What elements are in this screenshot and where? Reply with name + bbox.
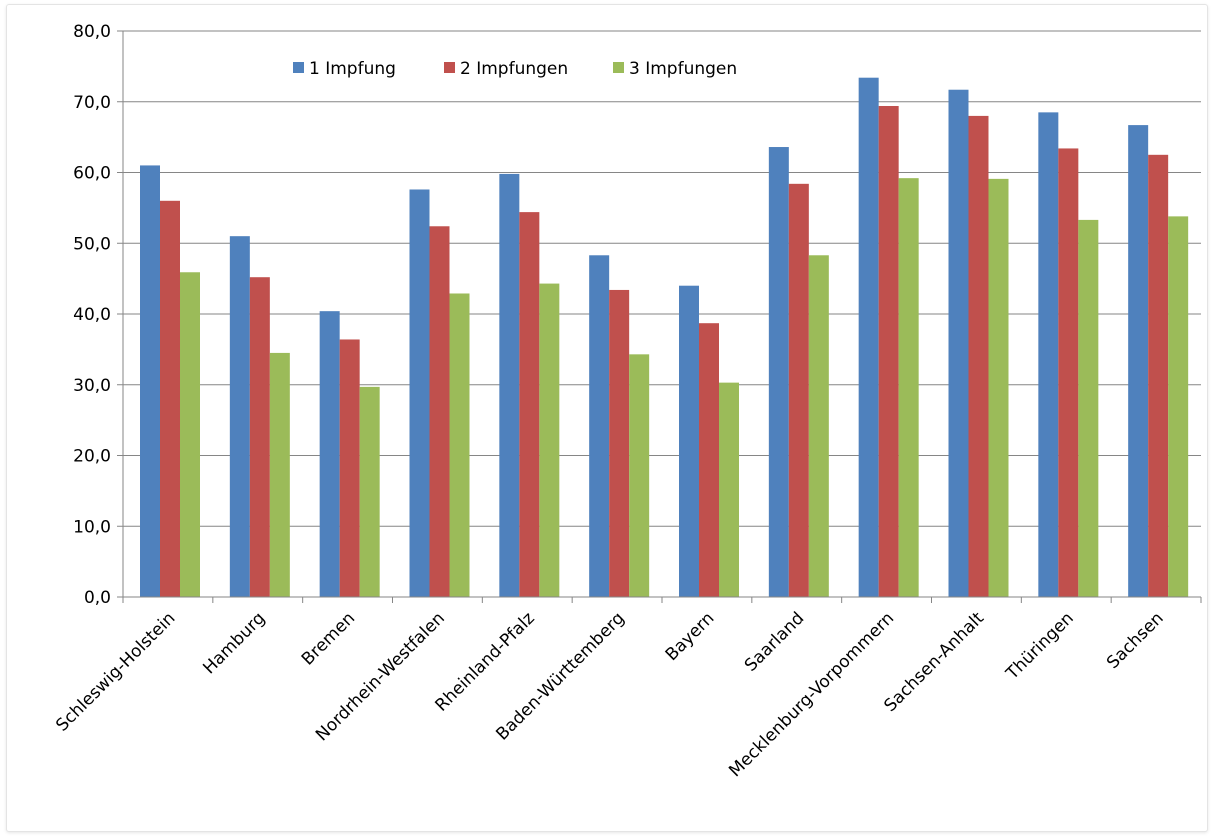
- legend: 1 Impfung 2 Impfungen 3 Impfungen: [293, 59, 737, 79]
- bar-chart: 0,0 10,0 20,0 30,0 40,0 50,0 60,0 70,0 80,0 Schl…: [52, 22, 1202, 781]
- bar-1-bayern: [679, 285, 699, 597]
- legend-label: 1 Impfung: [309, 59, 396, 79]
- bar-2-bayern: [699, 323, 719, 597]
- bar-1-sachsen: [1128, 125, 1149, 597]
- bar-3-baden-w-rttemberg: [629, 354, 650, 597]
- legend-swatch: [293, 62, 304, 73]
- chart-frame: 0,0 10,0 20,0 30,0 40,0 50,0 60,0 70,0 80,0 Schl…: [6, 4, 1208, 832]
- bar-1-bremen: [319, 311, 340, 597]
- y-tick-label: 20,0: [73, 447, 111, 467]
- x-axis-category-labels: Schleswig-Holstein Hamburg BremenNordrhein…: [52, 608, 1167, 781]
- bar-3-sachsen-anhalt: [988, 178, 1009, 597]
- bar-3-bremen: [359, 386, 380, 597]
- bar-2-rheinland-pfalz: [519, 212, 540, 597]
- bars: [140, 77, 1189, 598]
- x-category-label: Sachsen-Anhalt: [880, 608, 988, 716]
- y-tick-label: 60,0: [73, 164, 111, 184]
- y-tick-label: 80,0: [73, 22, 111, 42]
- bar-1-baden-w-rttemberg: [589, 255, 610, 597]
- axes: [117, 30, 1202, 603]
- x-category-label: Bremen: [298, 608, 359, 669]
- bar-3-sachsen: [1168, 216, 1189, 598]
- legend-swatch: [613, 62, 624, 73]
- y-tick-label: 40,0: [73, 305, 111, 325]
- y-tick-label: 0,0: [84, 588, 111, 608]
- x-category-label: Sachsen: [1103, 608, 1168, 673]
- y-tick-label: 10,0: [73, 517, 111, 537]
- bar-1-saarland: [768, 147, 789, 597]
- bar-3-schleswig-holstein: [180, 272, 200, 597]
- bar-2-mecklenburg-vorpommern: [878, 105, 899, 598]
- x-category-label: Hamburg: [199, 608, 269, 678]
- bar-3-mecklenburg-vorpommern: [898, 178, 919, 597]
- x-category-label: Thüringen: [1002, 608, 1078, 684]
- bar-3-saarland: [808, 255, 829, 597]
- y-tick-label: 30,0: [73, 376, 111, 396]
- bar-1-rheinland-pfalz: [499, 173, 520, 598]
- bar-1-hamburg: [229, 236, 250, 598]
- bar-3-rheinland-pfalz: [539, 283, 560, 597]
- gridlines: [123, 30, 1201, 527]
- y-axis-tick-labels: 0,0 10,0 20,0 30,0 40,0 50,0 60,0 70,0 80,0: [73, 22, 111, 608]
- bar-2-hamburg: [249, 277, 270, 597]
- bar-1-schleswig-holstein: [140, 165, 160, 598]
- x-category-label: Bayern: [662, 608, 719, 665]
- bar-2-sachsen: [1148, 154, 1169, 597]
- x-category-label: Saarland: [741, 608, 808, 675]
- x-category-label: Mecklenburg-Vorpommern: [725, 608, 898, 781]
- bar-1-mecklenburg-vorpommern: [858, 77, 879, 597]
- bar-3-hamburg: [269, 352, 290, 597]
- legend-label: 2 Impfungen: [460, 59, 568, 79]
- bar-2-baden-w-rttemberg: [609, 289, 630, 597]
- bar-3-th-ringen: [1078, 219, 1099, 597]
- y-tick-label: 50,0: [73, 234, 111, 254]
- bar-3-bayern: [719, 382, 739, 597]
- bar-3-nordrhein-westfalen: [449, 293, 470, 597]
- legend-label: 3 Impfungen: [629, 59, 737, 79]
- bar-1-nordrhein-westfalen: [409, 189, 430, 598]
- bar-1-th-ringen: [1038, 112, 1059, 598]
- bar-2-schleswig-holstein: [160, 200, 180, 598]
- legend-swatch: [444, 62, 455, 73]
- bar-2-sachsen-anhalt: [968, 115, 989, 598]
- bar-2-th-ringen: [1058, 148, 1079, 597]
- y-tick-label: 70,0: [73, 93, 111, 113]
- bar-2-nordrhein-westfalen: [429, 226, 450, 597]
- x-category-label: Schleswig-Holstein: [52, 608, 179, 735]
- bar-2-saarland: [788, 183, 809, 597]
- bar-2-bremen: [339, 339, 360, 597]
- bar-1-sachsen-anhalt: [948, 89, 969, 597]
